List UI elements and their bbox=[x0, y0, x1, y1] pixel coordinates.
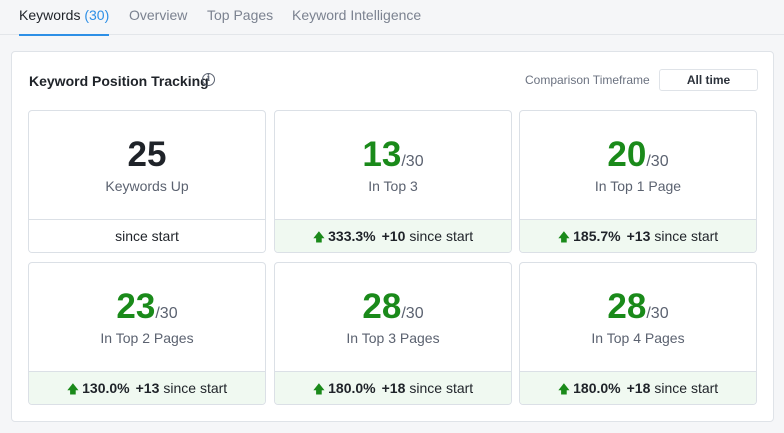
metric-value: 20 bbox=[607, 135, 647, 174]
since-text: since start bbox=[654, 380, 719, 396]
comparison-timeframe-label: Comparison Timeframe bbox=[525, 73, 650, 87]
metric-value: 13 bbox=[362, 135, 402, 174]
metric-card-in-top-1-page: 20/30 In Top 1 Page 🡅 185.7% +13 since star… bbox=[519, 110, 757, 253]
info-icon[interactable]: i bbox=[202, 73, 215, 86]
metric-footer: 🡅 180.0% +18 since start bbox=[520, 371, 756, 404]
since-text: since start bbox=[654, 228, 719, 244]
metric-footer: 🡅 333.3% +10 since start bbox=[275, 219, 511, 252]
metric-value-row: 13/30 bbox=[275, 135, 511, 175]
change-delta: +10 bbox=[381, 228, 406, 244]
metric-footer: 🡅 185.7% +13 since start bbox=[520, 219, 756, 252]
tab-keywords[interactable]: Keywords (30) bbox=[19, 0, 110, 36]
metric-label: In Top 3 Pages bbox=[346, 330, 440, 346]
comparison-timeframe-select[interactable]: All time bbox=[659, 69, 758, 91]
since-text: since start bbox=[409, 380, 474, 396]
metric-label: In Top 1 Page bbox=[594, 178, 682, 194]
metric-denominator: /30 bbox=[155, 305, 178, 322]
tab-keywords-label: Keywords bbox=[19, 7, 81, 23]
tab-keyword-intelligence[interactable]: Keyword Intelligence bbox=[292, 7, 422, 23]
keyword-position-tracking-panel: Keyword Position Tracking i Comparison T… bbox=[11, 51, 774, 422]
tab-overview[interactable]: Overview bbox=[129, 7, 188, 23]
metric-label: In Top 3 bbox=[368, 178, 418, 194]
change-percent: 333.3% bbox=[328, 228, 376, 244]
metric-denominator: /30 bbox=[646, 305, 669, 322]
metric-value: 28 bbox=[362, 287, 402, 326]
change-delta: +13 bbox=[135, 380, 160, 396]
panel-title: Keyword Position Tracking bbox=[29, 73, 209, 89]
metric-denominator: /30 bbox=[401, 305, 424, 322]
arrow-up-icon: 🡅 bbox=[66, 382, 80, 396]
arrow-up-icon: 🡅 bbox=[557, 382, 571, 396]
metric-denominator: /30 bbox=[401, 153, 424, 170]
metric-value-row: 23/30 bbox=[29, 287, 265, 327]
since-text: since start bbox=[115, 228, 179, 244]
arrow-up-icon: 🡅 bbox=[557, 230, 571, 244]
since-text: since start bbox=[409, 228, 474, 244]
metric-card-in-top-4-pages: 28/30 In Top 4 Pages 🡅 180.0% +18 since sta… bbox=[519, 262, 757, 405]
metric-footer: 🡅 130.0% +13 since start bbox=[29, 371, 265, 404]
metric-value: 25 bbox=[127, 135, 167, 174]
change-delta: +13 bbox=[626, 228, 651, 244]
metric-value-row: 28/30 bbox=[275, 287, 511, 327]
tab-keywords-count: (30) bbox=[84, 7, 110, 23]
metric-label: In Top 4 Pages bbox=[591, 330, 685, 346]
change-percent: 180.0% bbox=[328, 380, 376, 396]
metric-card-in-top-2-pages: 23/30 In Top 2 Pages 🡅 130.0% +13 since sta… bbox=[28, 262, 266, 405]
change-percent: 180.0% bbox=[573, 380, 621, 396]
change-percent: 130.0% bbox=[82, 380, 130, 396]
metric-footer: since start bbox=[29, 219, 265, 252]
metric-value-row: 20/30 bbox=[520, 135, 756, 175]
tab-bar: Keywords (30) Overview Top Pages Keyword… bbox=[0, 0, 784, 36]
metric-value-row: 25 bbox=[29, 135, 265, 175]
tab-top-pages[interactable]: Top Pages bbox=[207, 7, 274, 23]
metric-label: Keywords Up bbox=[105, 178, 189, 194]
metric-value-row: 28/30 bbox=[520, 287, 756, 327]
since-text: since start bbox=[163, 380, 228, 396]
change-delta: +18 bbox=[626, 380, 651, 396]
metric-card-keywords-up: 25 Keywords Up since start bbox=[28, 110, 266, 253]
metric-label: In Top 2 Pages bbox=[100, 330, 194, 346]
metric-value: 28 bbox=[607, 287, 647, 326]
arrow-up-icon: 🡅 bbox=[312, 382, 326, 396]
metric-footer: 🡅 180.0% +18 since start bbox=[275, 371, 511, 404]
metric-value: 23 bbox=[116, 287, 156, 326]
change-percent: 185.7% bbox=[573, 228, 621, 244]
change-delta: +18 bbox=[381, 380, 406, 396]
metric-card-in-top-3-pages: 28/30 In Top 3 Pages 🡅 180.0% +18 since sta… bbox=[274, 262, 512, 405]
metric-card-in-top-3: 13/30 In Top 3 🡅 333.3% +10 since start bbox=[274, 110, 512, 253]
metric-denominator: /30 bbox=[646, 153, 669, 170]
arrow-up-icon: 🡅 bbox=[312, 230, 326, 244]
